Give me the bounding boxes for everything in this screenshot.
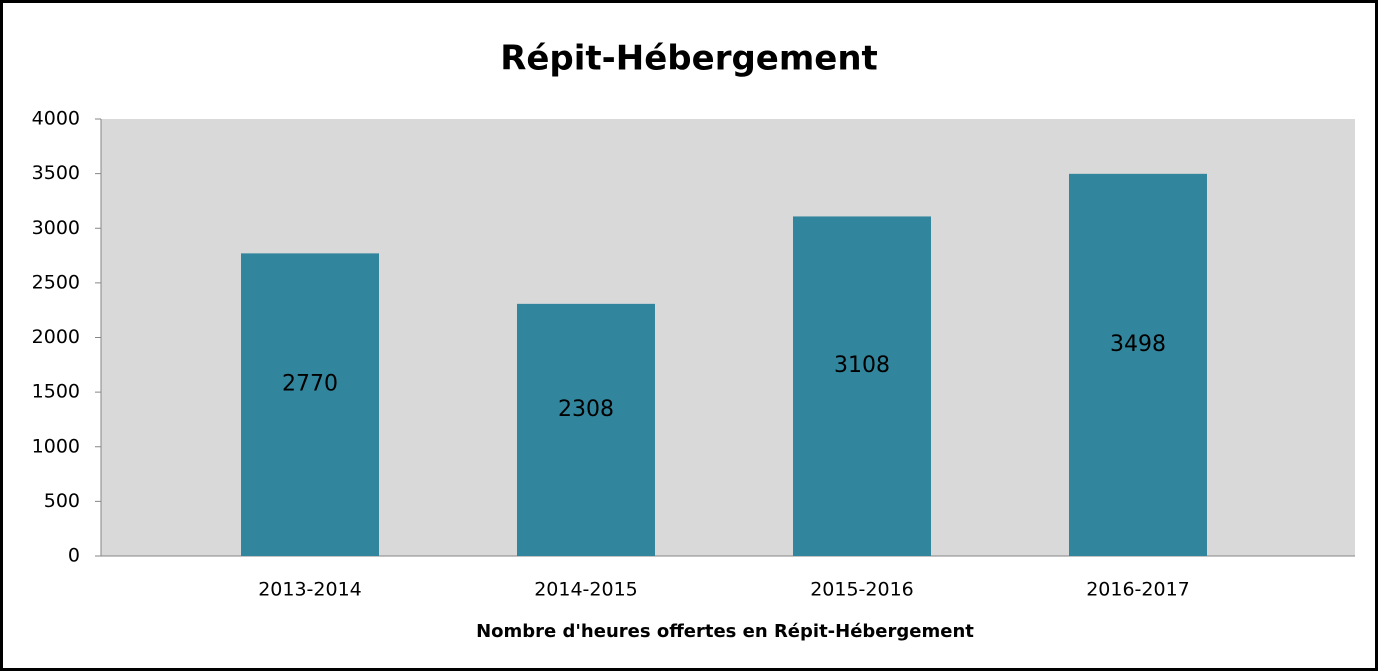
bar [793, 216, 931, 557]
x-tick-label: 2015-2016 [810, 579, 914, 601]
y-tick-label: 500 [44, 490, 80, 512]
bar [517, 303, 655, 556]
y-tick-label: 3500 [32, 162, 80, 184]
y-tick-label: 2000 [32, 326, 80, 348]
data-label: 2308 [558, 397, 614, 422]
y-tick-label: 1500 [32, 381, 80, 403]
data-label: 3498 [1110, 332, 1166, 357]
y-tick-label: 3000 [32, 217, 80, 239]
bar [241, 253, 379, 556]
x-tick-label: 2016-2017 [1086, 579, 1190, 601]
y-tick-label: 4000 [32, 108, 80, 130]
bar [1069, 173, 1207, 556]
y-tick-label: 1000 [32, 435, 80, 457]
x-tick-label: 2014-2015 [534, 579, 638, 601]
x-tick-label: 2013-2014 [258, 579, 362, 601]
chart-title: Répit-Hébergement [500, 39, 878, 79]
data-label: 2770 [282, 372, 338, 397]
y-tick-label: 2500 [32, 271, 80, 293]
x-axis-title: Nombre d'heures offertes en Répit-Héberg… [476, 621, 974, 642]
data-label: 3108 [834, 353, 890, 378]
y-tick-label: 0 [68, 545, 80, 567]
